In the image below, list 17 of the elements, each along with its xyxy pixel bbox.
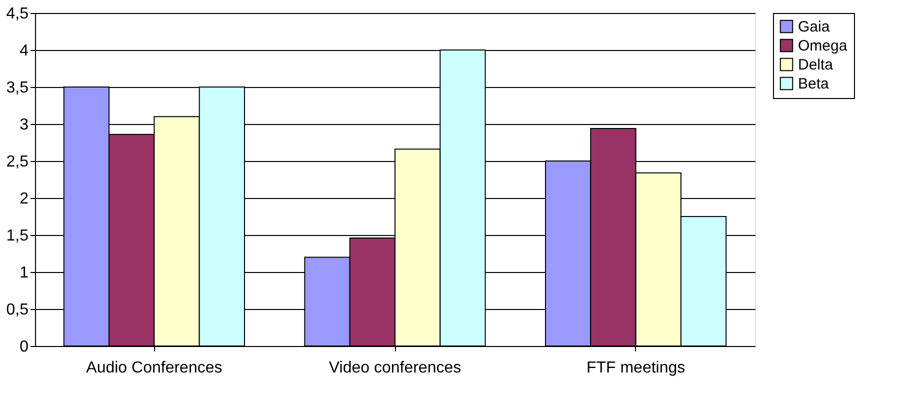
legend-label: Delta (798, 56, 834, 74)
y-tick-label: 0 (20, 338, 29, 356)
x-tick-label: Audio Conferences (86, 360, 222, 376)
y-tick-label: 2 (20, 190, 29, 208)
x-tick-label: Video conferences (328, 360, 462, 376)
y-tick-label: 1,5 (6, 228, 29, 244)
y-tick-label: 1 (20, 264, 29, 282)
y-tick-label: 3 (20, 116, 29, 134)
y-tick-label: 2,5 (6, 154, 29, 170)
y-tick-label: 3,5 (6, 80, 29, 96)
legend-label: Omega (798, 38, 848, 54)
legend-label: Gaia (798, 18, 830, 36)
x-tick-label: FTF meetings (586, 360, 686, 376)
legend-label: Beta (798, 76, 830, 92)
y-tick-label: 4,5 (6, 6, 29, 22)
y-tick-label: 4 (20, 42, 29, 60)
y-tick-label: 0,5 (6, 302, 29, 318)
